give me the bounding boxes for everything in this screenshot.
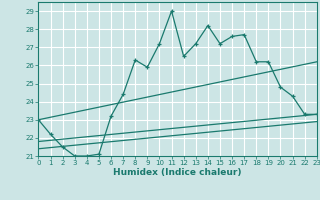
X-axis label: Humidex (Indice chaleur): Humidex (Indice chaleur) <box>113 168 242 177</box>
